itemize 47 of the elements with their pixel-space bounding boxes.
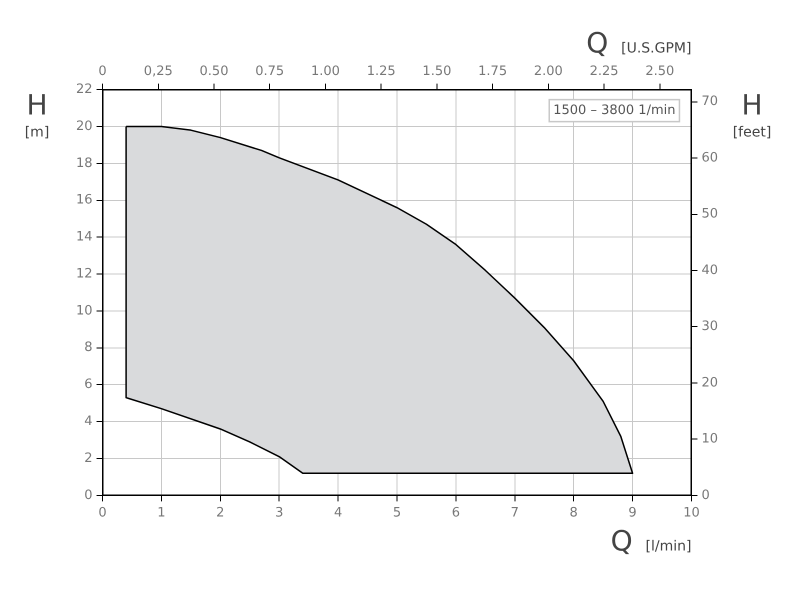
x2-tick-label: 2.25 <box>590 64 619 80</box>
y-tick-label: 22 <box>76 82 93 97</box>
x-tick-label: 4 <box>334 506 342 521</box>
x2-tick-label: 0 <box>98 64 107 80</box>
y-tick-label: 4 <box>84 414 93 429</box>
y2-tick-label: 40 <box>701 262 718 278</box>
x-tick-label: 8 <box>570 506 578 521</box>
x-tick-label: 3 <box>275 506 284 521</box>
x-tick-label: 0 <box>98 506 107 521</box>
x2-tick-label: 0,25 <box>144 64 173 80</box>
x-tick-label: 9 <box>628 506 637 521</box>
x2-tick-label: 1.75 <box>478 64 508 80</box>
y-tick-label: 2 <box>84 450 93 466</box>
y2-tick-label: 20 <box>701 375 718 390</box>
x2-tick-label: 1.50 <box>422 64 452 80</box>
x2-tick-label: 1.00 <box>310 64 340 80</box>
x-tick-label: 1 <box>157 506 166 521</box>
y2-tick-label: 50 <box>701 206 718 222</box>
x2-tick-label: 2.00 <box>534 64 563 80</box>
x-tick-label: 5 <box>392 506 402 521</box>
y-axis-title: H [m] <box>24 88 50 141</box>
y-tick-label: 18 <box>76 156 93 171</box>
x-tick-label: 2 <box>216 506 224 521</box>
x-tick-label: 6 <box>452 506 460 521</box>
x-tick-label: 10 <box>683 506 700 521</box>
x-axis-title: Q [l/min] <box>610 524 692 558</box>
x2-tick-label: 2.50 <box>645 64 674 80</box>
y2-tick-label: 0 <box>701 488 710 503</box>
y-tick-label: 6 <box>84 377 93 392</box>
y2-tick-label: 30 <box>701 319 718 334</box>
annotation: 1500 – 3800 1/min <box>553 102 676 118</box>
y-tick-label: 8 <box>84 340 93 356</box>
y-tick-label: 14 <box>76 230 93 245</box>
y2-tick-label: 10 <box>701 432 718 447</box>
x2-tick-label: 0.75 <box>255 64 284 80</box>
x2-tick-label: 0.50 <box>200 64 228 80</box>
y-tick-label: 12 <box>76 266 93 282</box>
y-tick-label: 0 <box>84 488 93 503</box>
y2-axis-title: H [feet] <box>732 88 772 141</box>
y-tick-label: 20 <box>76 118 93 134</box>
y-tick-label: 10 <box>76 303 93 318</box>
y2-tick-label: 60 <box>701 150 718 166</box>
x2-tick-label: 1.25 <box>366 64 396 80</box>
x-tick-label: 7 <box>510 506 519 521</box>
y-tick-label: 16 <box>76 192 93 208</box>
y2-tick-label: 70 <box>701 94 718 110</box>
x2-axis-title: Q [U.S.GPM] <box>586 26 692 60</box>
